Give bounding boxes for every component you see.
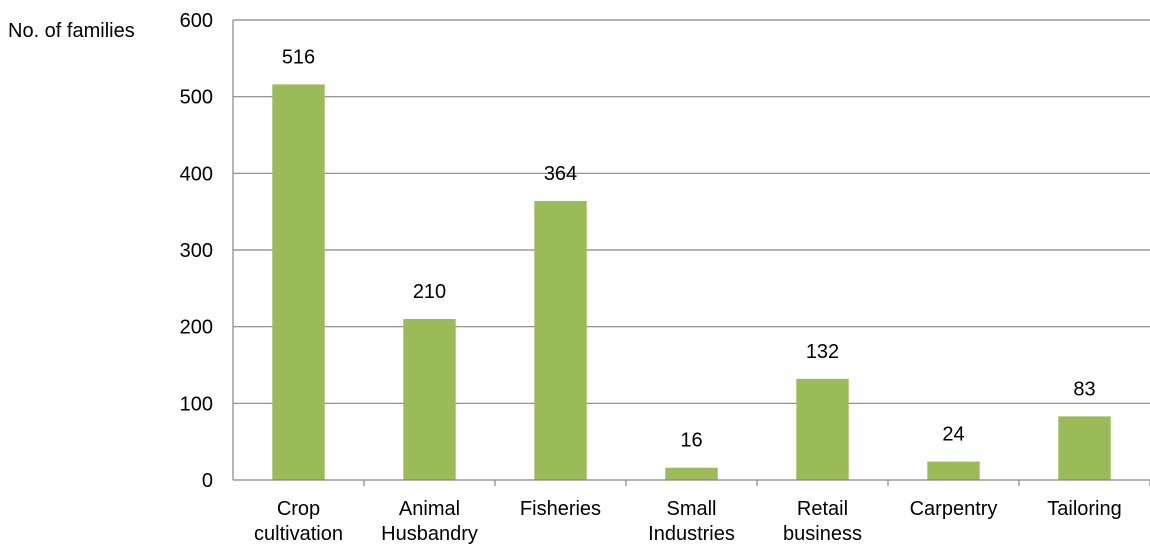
y-tick-label: 600	[180, 10, 213, 32]
data-label: 24	[942, 424, 964, 446]
y-tick-label: 300	[180, 240, 213, 262]
data-label: 132	[806, 341, 839, 363]
y-tick-label: 0	[202, 470, 213, 492]
y-tick-label: 400	[180, 163, 213, 185]
category-label: Retail	[797, 498, 848, 520]
category-label: Carpentry	[910, 498, 998, 520]
y-tick-label: 200	[180, 317, 213, 339]
labels: 0 100 200 300 400 500 600 516 Crop cultivation 210…	[180, 10, 1122, 545]
category-label: cultivation	[254, 523, 343, 545]
bar	[534, 200, 587, 480]
category-label: Husbandry	[381, 523, 478, 545]
bar	[927, 461, 980, 480]
bar	[272, 84, 325, 481]
category-label: business	[783, 523, 862, 545]
bars	[272, 84, 1111, 481]
gridlines	[233, 19, 1150, 404]
data-label: 83	[1073, 378, 1095, 400]
data-label: 16	[680, 430, 702, 452]
bar	[665, 467, 718, 480]
category-label: Small	[666, 498, 716, 520]
category-label: Industries	[648, 523, 735, 545]
bar	[796, 378, 849, 480]
data-label: 364	[544, 163, 577, 185]
bar	[403, 319, 456, 480]
y-tick-label: 100	[180, 393, 213, 415]
category-label: Tailoring	[1047, 498, 1121, 520]
category-label: Crop	[277, 498, 320, 520]
category-label: Animal	[399, 498, 460, 520]
axes	[232, 20, 1150, 486]
category-label: Fisheries	[520, 498, 601, 520]
y-axis-title: No. of families	[8, 20, 135, 42]
data-label: 210	[413, 281, 446, 303]
data-label: 516	[282, 46, 315, 68]
y-tick-label: 500	[180, 87, 213, 109]
bar	[1058, 416, 1111, 480]
